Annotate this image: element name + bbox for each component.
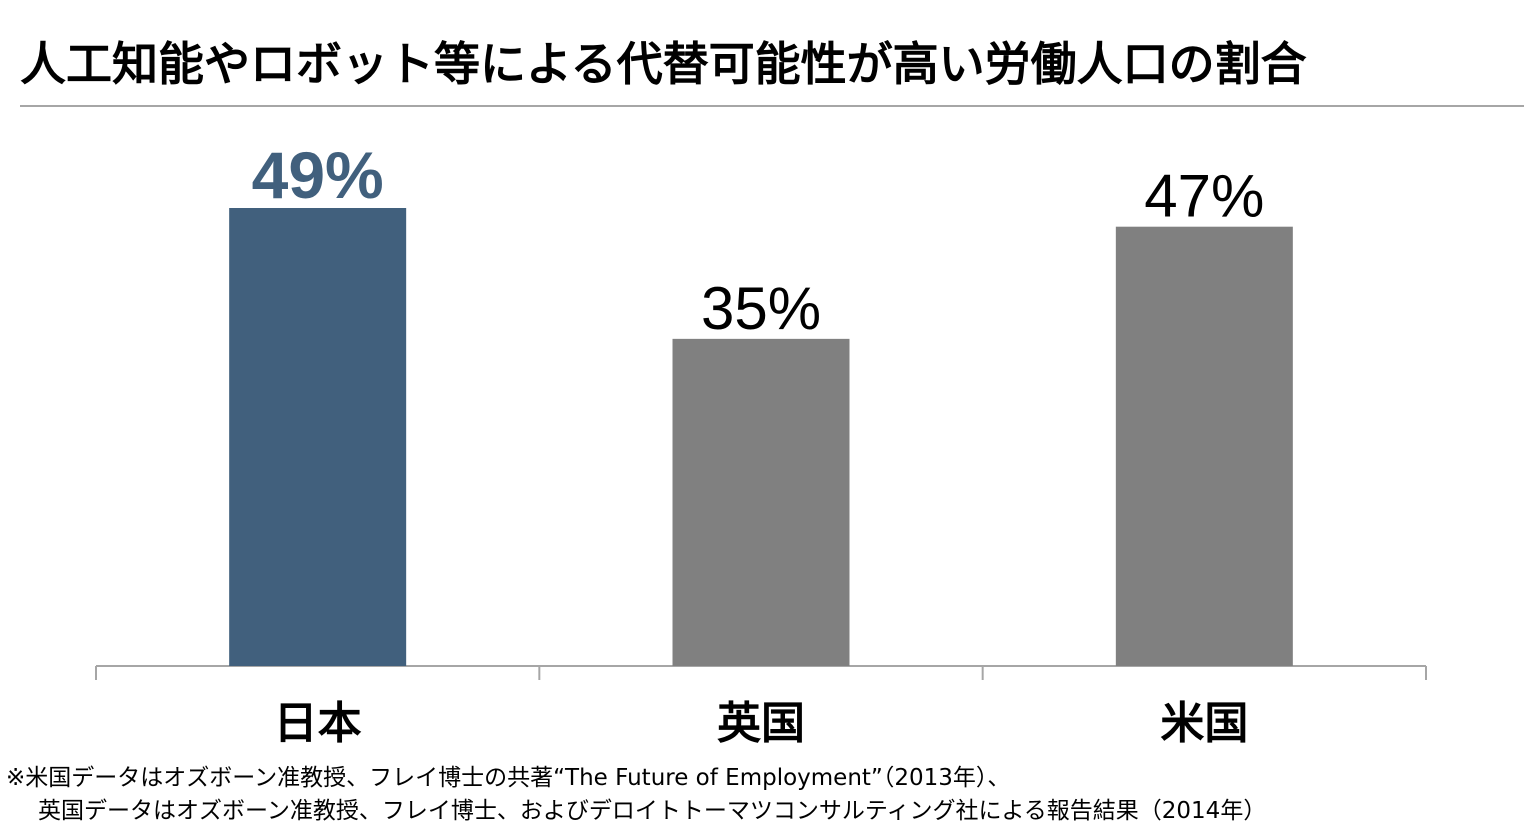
- footnote: ※米国データはオズボーン准教授、フレイ博士の共著“The Future of E…: [6, 762, 1266, 828]
- chart-title: 人工知能やロボット等による代替可能性が高い労働人口の割合: [20, 37, 1307, 91]
- data-label-2: 35%: [701, 275, 821, 342]
- title-divider: [20, 105, 1524, 107]
- bar-2: [672, 338, 850, 666]
- category-label-3: 米国: [1160, 698, 1248, 749]
- data-label-1: 49%: [252, 138, 384, 212]
- category-label-1: 日本: [274, 698, 362, 749]
- category-label-2: 英国: [717, 698, 805, 749]
- data-label-3: 47%: [1144, 163, 1264, 230]
- footnote-line-2: 英国データはオズボーン准教授、フレイ博士、およびデロイトトーマツコンサルティング…: [38, 798, 1267, 824]
- footnote-line-1: ※米国データはオズボーン准教授、フレイ博士の共著“The Future of E…: [6, 765, 1011, 791]
- bar-chart: 49% 日本 35% 英国 47% 米国: [95, 138, 1427, 749]
- bar-3: [1115, 226, 1293, 666]
- bar-1: [229, 208, 407, 666]
